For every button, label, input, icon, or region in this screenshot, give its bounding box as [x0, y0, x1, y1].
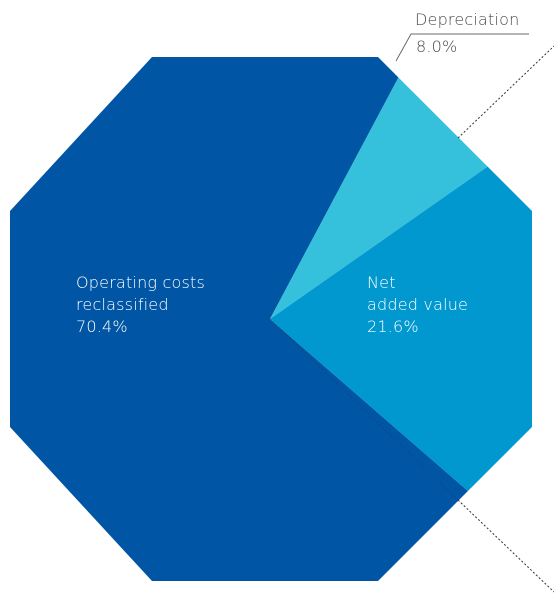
- slice-operating-costs-reclassified: [10, 57, 468, 581]
- label-operating-costs-line-2: reclassified: [76, 295, 169, 314]
- net-added-value-top-guide-line: [457, 45, 554, 139]
- label-net-added-value: Net added value 21.6%: [367, 273, 473, 336]
- label-net-added-value-line-1: Net: [367, 273, 396, 292]
- value-depreciation: 8.0%: [416, 37, 457, 56]
- label-operating-costs-reclassified: Operating costs reclassified 70.4%: [76, 273, 210, 336]
- label-operating-costs-line-1: Operating costs: [76, 273, 205, 292]
- depreciation-callout-line: [395, 33, 529, 62]
- net-added-value-bottom-guide-line: [457, 499, 554, 593]
- label-net-added-value-line-2: added value: [367, 295, 468, 314]
- value-net-added-value: 21.6%: [367, 317, 419, 336]
- value-operating-costs-reclassified: 70.4%: [76, 317, 128, 336]
- net-added-value-center-guide-line: [269, 318, 459, 501]
- slice-depreciation: [270, 77, 488, 319]
- label-depreciation: Depreciation: [415, 10, 520, 29]
- slice-net-added-value: [270, 166, 532, 492]
